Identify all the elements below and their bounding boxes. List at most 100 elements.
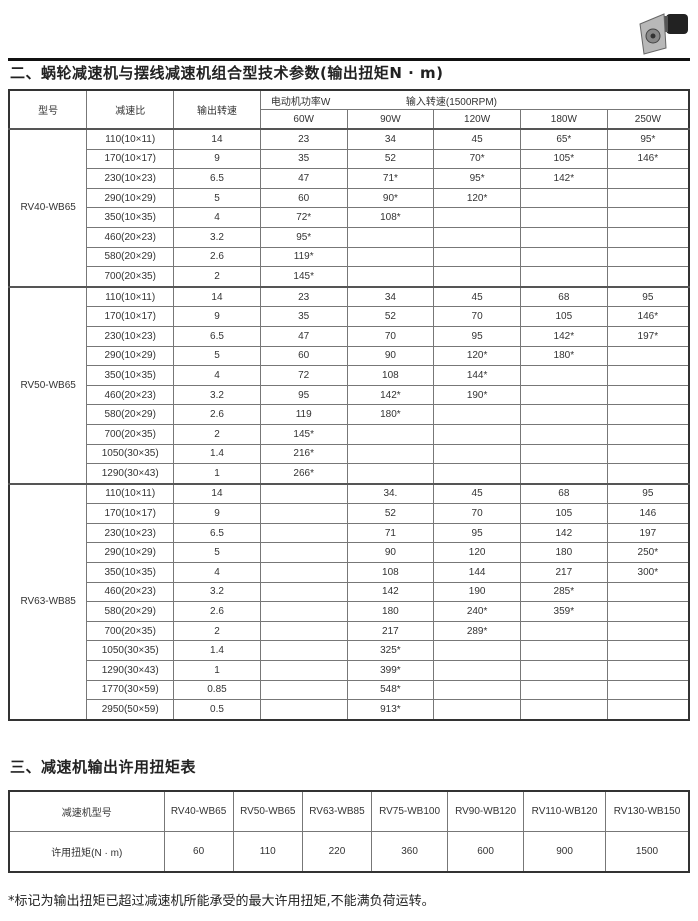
torque-cell	[606, 266, 690, 288]
torque-cell: 266*	[259, 463, 348, 485]
torque-cell	[259, 581, 348, 603]
speed-cell: 0.85	[173, 679, 261, 701]
torque-cell: 70*	[433, 148, 521, 170]
torque-cell: 72	[259, 365, 348, 386]
torque-cell: 142*	[519, 325, 608, 347]
speed-cell: 4	[173, 207, 261, 228]
table-row: 290(10×29) 5 60 90 120* 180*	[9, 345, 690, 367]
torque-cell: 142	[519, 522, 608, 544]
table-row: 460(20×23) 3.2 95*	[9, 226, 690, 248]
torque-cell	[606, 660, 690, 681]
torque-cell	[433, 266, 521, 288]
torque-cell: 180	[519, 542, 608, 564]
torque-cell	[519, 207, 608, 228]
torque-cell: 216*	[259, 443, 348, 465]
torque-cell	[519, 226, 608, 248]
torque-cell: 120*	[433, 187, 521, 209]
allowable-torque-table: 减速机型号 RV40-WB65 RV50-WB65 RV63-WB85 RV75-WB…	[8, 790, 690, 873]
header-power-180w: 180W	[519, 109, 608, 130]
speed-cell: 6.5	[173, 522, 261, 544]
torque-cell: 45	[433, 127, 521, 150]
torque-cell: 180*	[346, 404, 435, 425]
torque-cell: 108*	[346, 207, 435, 228]
ratio-cell: 110(10×11)	[86, 482, 175, 505]
speed-cell: 3.2	[173, 581, 261, 603]
torque-cell	[519, 423, 608, 445]
torque-cell	[259, 601, 348, 622]
torque-cell: 119	[259, 404, 348, 425]
torque-cell: 197*	[606, 325, 690, 347]
torque-cell	[519, 365, 608, 386]
table-row: 1050(30×35) 1.4 216*	[9, 443, 690, 465]
table-row: 460(20×23) 3.2 95 142* 190*	[9, 384, 690, 406]
torque-cell: 145*	[259, 266, 348, 288]
torque-cell: 52	[346, 148, 435, 170]
torque-cell	[519, 640, 608, 662]
torque-cell	[519, 246, 608, 268]
torque-cell: 145*	[259, 423, 348, 445]
ratio-cell: 350(10×35)	[86, 365, 175, 386]
torque-cell: 144	[433, 562, 521, 583]
table-row: 170(10×17) 9 35 52 70* 105* 146*	[9, 148, 690, 170]
ratio-cell: 580(20×29)	[86, 404, 175, 425]
header-model: 型号	[8, 89, 88, 130]
torque-cell: 108	[346, 365, 435, 386]
torque-cell: 146*	[606, 148, 690, 170]
torque-cell	[259, 482, 348, 505]
torque-cell: 142*	[346, 384, 435, 406]
torque-cell	[606, 404, 690, 425]
torque-cell: 90	[346, 345, 435, 367]
torque-cell	[259, 699, 348, 721]
torque-cell: 325*	[346, 640, 435, 662]
header-input-speed: 输入转速(1500RPM)	[405, 96, 497, 108]
torque-cell: 146*	[606, 306, 690, 327]
table-row: 700(20×35) 2 145*	[9, 423, 690, 445]
torque-cell: 70	[433, 306, 521, 327]
top-rule	[8, 58, 690, 61]
torque-cell: 72*	[259, 207, 348, 228]
torque-cell: 70	[433, 503, 521, 524]
ratio-cell: 700(20×35)	[86, 266, 175, 288]
torque-cell: 60	[259, 345, 348, 367]
ratio-cell: 230(10×23)	[86, 325, 175, 347]
header-power-120w: 120W	[433, 109, 521, 130]
ratio-cell: 700(20×35)	[86, 620, 175, 642]
ratio-cell: 1290(30×43)	[86, 660, 175, 681]
torque-cell	[606, 365, 690, 386]
ratio-cell: 460(20×23)	[86, 384, 175, 406]
torque-cell: 220	[301, 831, 373, 873]
torque-cell	[433, 443, 521, 465]
ratio-cell: 290(10×29)	[86, 542, 175, 564]
torque-cell	[433, 246, 521, 268]
table-row: 700(20×35) 2 145*	[9, 266, 690, 288]
torque-row: 许用扭矩(N · m) 60 110 220 360 600 900 1500	[8, 831, 690, 873]
row-label-model: 减速机型号	[8, 790, 165, 832]
speed-cell: 9	[173, 503, 261, 524]
torque-cell: 217	[346, 620, 435, 642]
torque-cell: 900	[523, 831, 607, 873]
torque-cell: 70	[346, 325, 435, 347]
speed-cell: 4	[173, 562, 261, 583]
header-power-90w: 90W	[346, 109, 435, 130]
torque-cell	[346, 423, 435, 445]
table-row: RV40-WB65 110(10×11) 14 23 34 45 65* 95*	[8, 127, 690, 288]
torque-cell: 600	[447, 831, 525, 873]
model-cell: RV90-WB120	[447, 790, 525, 832]
table-row: 350(10×35) 4 72* 108*	[9, 207, 690, 228]
torque-cell: 110	[232, 831, 303, 873]
torque-cell: 217	[519, 562, 608, 583]
torque-cell: 52	[346, 503, 435, 524]
torque-cell	[519, 463, 608, 485]
torque-cell: 108	[346, 562, 435, 583]
ratio-cell: 110(10×11)	[86, 285, 175, 308]
ratio-cell: 110(10×11)	[86, 127, 175, 150]
torque-cell: 45	[433, 482, 521, 505]
torque-cell	[519, 266, 608, 288]
torque-cell: 45	[433, 285, 521, 308]
torque-cell	[606, 699, 690, 721]
ratio-cell: 460(20×23)	[86, 581, 175, 603]
torque-cell	[346, 443, 435, 465]
torque-cell	[433, 679, 521, 701]
table-row: 580(20×29) 2.6 119 180*	[9, 404, 690, 425]
torque-cell	[259, 660, 348, 681]
